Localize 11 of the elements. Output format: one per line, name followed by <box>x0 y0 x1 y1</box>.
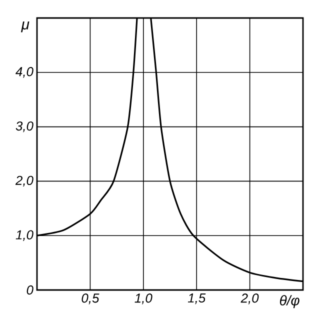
y-tick-label: 1,0 <box>16 230 34 241</box>
y-tick-label: 4,0 <box>16 67 34 78</box>
x-axis-title: θ/φ <box>280 295 300 308</box>
x-tick-label: 2,0 <box>240 294 259 304</box>
x-tick-label: 1,0 <box>134 294 152 304</box>
y-tick-label: 0 <box>26 285 34 295</box>
y-tick-label: 2,0 <box>15 176 34 187</box>
y-tick-label: 3,0 <box>16 121 34 132</box>
x-tick-label: 1,5 <box>188 294 206 304</box>
y-axis-title: μ <box>20 22 30 32</box>
x-tick-label: 0,5 <box>82 294 100 304</box>
